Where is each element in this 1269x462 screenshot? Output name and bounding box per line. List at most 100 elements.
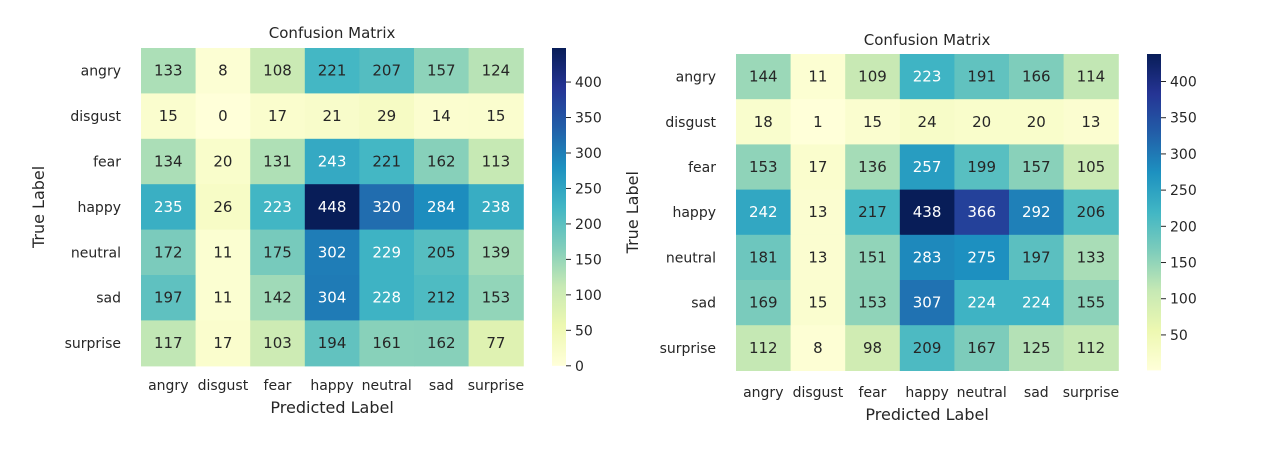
heatmap-cell [141, 93, 197, 140]
heatmap-cell [845, 325, 901, 371]
heatmap-cell [468, 320, 524, 367]
heatmap-cell [250, 93, 306, 140]
colorbar-tick-label: 350 [1170, 111, 1197, 127]
heatmap-cell [954, 144, 1010, 191]
heatmap-cell [468, 138, 524, 185]
cell-value-label: 155 [1077, 294, 1106, 312]
heatmap-cell [1063, 325, 1119, 371]
heatmap-cell [359, 93, 415, 140]
y-tick-label: fear [93, 155, 121, 171]
heatmap-cell [304, 184, 360, 231]
heatmap-cell [195, 138, 251, 185]
heatmap-cell [790, 99, 846, 145]
heatmap-cell [304, 229, 360, 276]
cell-value-label: 194 [318, 334, 347, 352]
cell-value-label: 257 [913, 158, 942, 176]
heatmap-cell [790, 189, 846, 236]
cell-value-label: 235 [154, 198, 183, 216]
cell-value-label: 172 [154, 243, 183, 261]
cell-value-label: 13 [808, 203, 827, 221]
colorbar-tick-label: 200 [1170, 219, 1197, 235]
y-axis-label: True Label [29, 166, 48, 249]
x-axis-label: Predicted Label [270, 398, 393, 417]
heatmap-cell [250, 229, 306, 276]
heatmap-cell [250, 275, 306, 321]
y-tick-label: sad [96, 291, 121, 307]
heatmap-cell [1063, 234, 1119, 281]
cell-value-label: 207 [372, 62, 401, 80]
cell-value-label: 11 [213, 243, 232, 261]
heatmap-cell [304, 93, 360, 140]
cell-value-label: 292 [1022, 203, 1051, 221]
cell-value-label: 17 [268, 107, 287, 125]
cell-value-label: 114 [1077, 68, 1106, 86]
x-tick-label: angry [743, 385, 783, 401]
x-tick-label: happy [310, 378, 354, 394]
heatmap-cell [359, 275, 415, 321]
colorbar-tick-label: 350 [575, 111, 602, 127]
cell-value-label: 0 [218, 107, 228, 125]
cell-value-label: 224 [1022, 294, 1051, 312]
heatmap-cell [1009, 54, 1065, 100]
heatmap-cell [736, 54, 792, 100]
colorbar-tick-label: 300 [1170, 147, 1197, 163]
heatmap-cell [899, 54, 955, 100]
cell-value-label: 205 [427, 243, 456, 261]
heatmap-cell [1009, 325, 1065, 371]
cell-value-label: 153 [858, 294, 887, 312]
cell-value-label: 448 [318, 198, 347, 216]
cell-value-label: 153 [749, 158, 778, 176]
cell-value-label: 14 [432, 107, 451, 125]
cell-value-label: 15 [486, 107, 505, 125]
cell-value-label: 26 [213, 198, 232, 216]
x-tick-label: surprise [1063, 385, 1119, 401]
x-tick-label: angry [148, 378, 188, 394]
cell-value-label: 283 [913, 248, 942, 266]
heatmap-cell [736, 99, 792, 145]
cell-value-label: 11 [808, 68, 827, 86]
x-tick-label: surprise [468, 378, 524, 394]
cell-value-label: 167 [967, 339, 996, 357]
y-tick-label: disgust [665, 115, 716, 131]
heatmap-cell [845, 99, 901, 145]
cell-value-label: 157 [427, 62, 456, 80]
cell-value-label: 13 [808, 248, 827, 266]
heatmap-cell [845, 54, 901, 100]
heatmap-cell [1009, 144, 1065, 191]
heatmap-cell [790, 54, 846, 100]
heatmap-cell [359, 320, 415, 367]
heatmap-cell [954, 280, 1010, 326]
cell-value-label: 307 [913, 294, 942, 312]
colorbar-tick-label: 400 [575, 75, 602, 91]
heatmap-cell [141, 48, 197, 94]
heatmap-cell [790, 144, 846, 191]
x-axis-label: Predicted Label [865, 405, 988, 424]
heatmap-cell [195, 320, 251, 367]
colorbar-tick-label: 0 [575, 359, 584, 375]
cell-value-label: 153 [482, 289, 511, 307]
y-tick-label: fear [688, 160, 716, 176]
cell-value-label: 113 [482, 153, 511, 171]
colorbar-tick-label: 150 [575, 252, 602, 268]
heatmap-cell [790, 325, 846, 371]
cell-value-label: 275 [967, 248, 996, 266]
heatmap-cell [736, 189, 792, 236]
cell-value-label: 77 [486, 334, 505, 352]
colorbar-tick-label: 150 [1170, 256, 1197, 272]
colorbar-tick-label: 250 [1170, 183, 1197, 199]
cell-value-label: 151 [858, 248, 887, 266]
heatmap-cell [359, 184, 415, 231]
cell-value-label: 304 [318, 289, 347, 307]
cell-value-label: 181 [749, 248, 778, 266]
y-tick-label: sad [691, 296, 716, 312]
cell-value-label: 366 [967, 203, 996, 221]
colorbar-tick-label: 300 [575, 146, 602, 162]
heatmap-cell [359, 48, 415, 94]
heatmap-cell [304, 320, 360, 367]
cell-value-label: 117 [154, 334, 183, 352]
heatmap-cell [845, 234, 901, 281]
heatmap-cell [304, 275, 360, 321]
